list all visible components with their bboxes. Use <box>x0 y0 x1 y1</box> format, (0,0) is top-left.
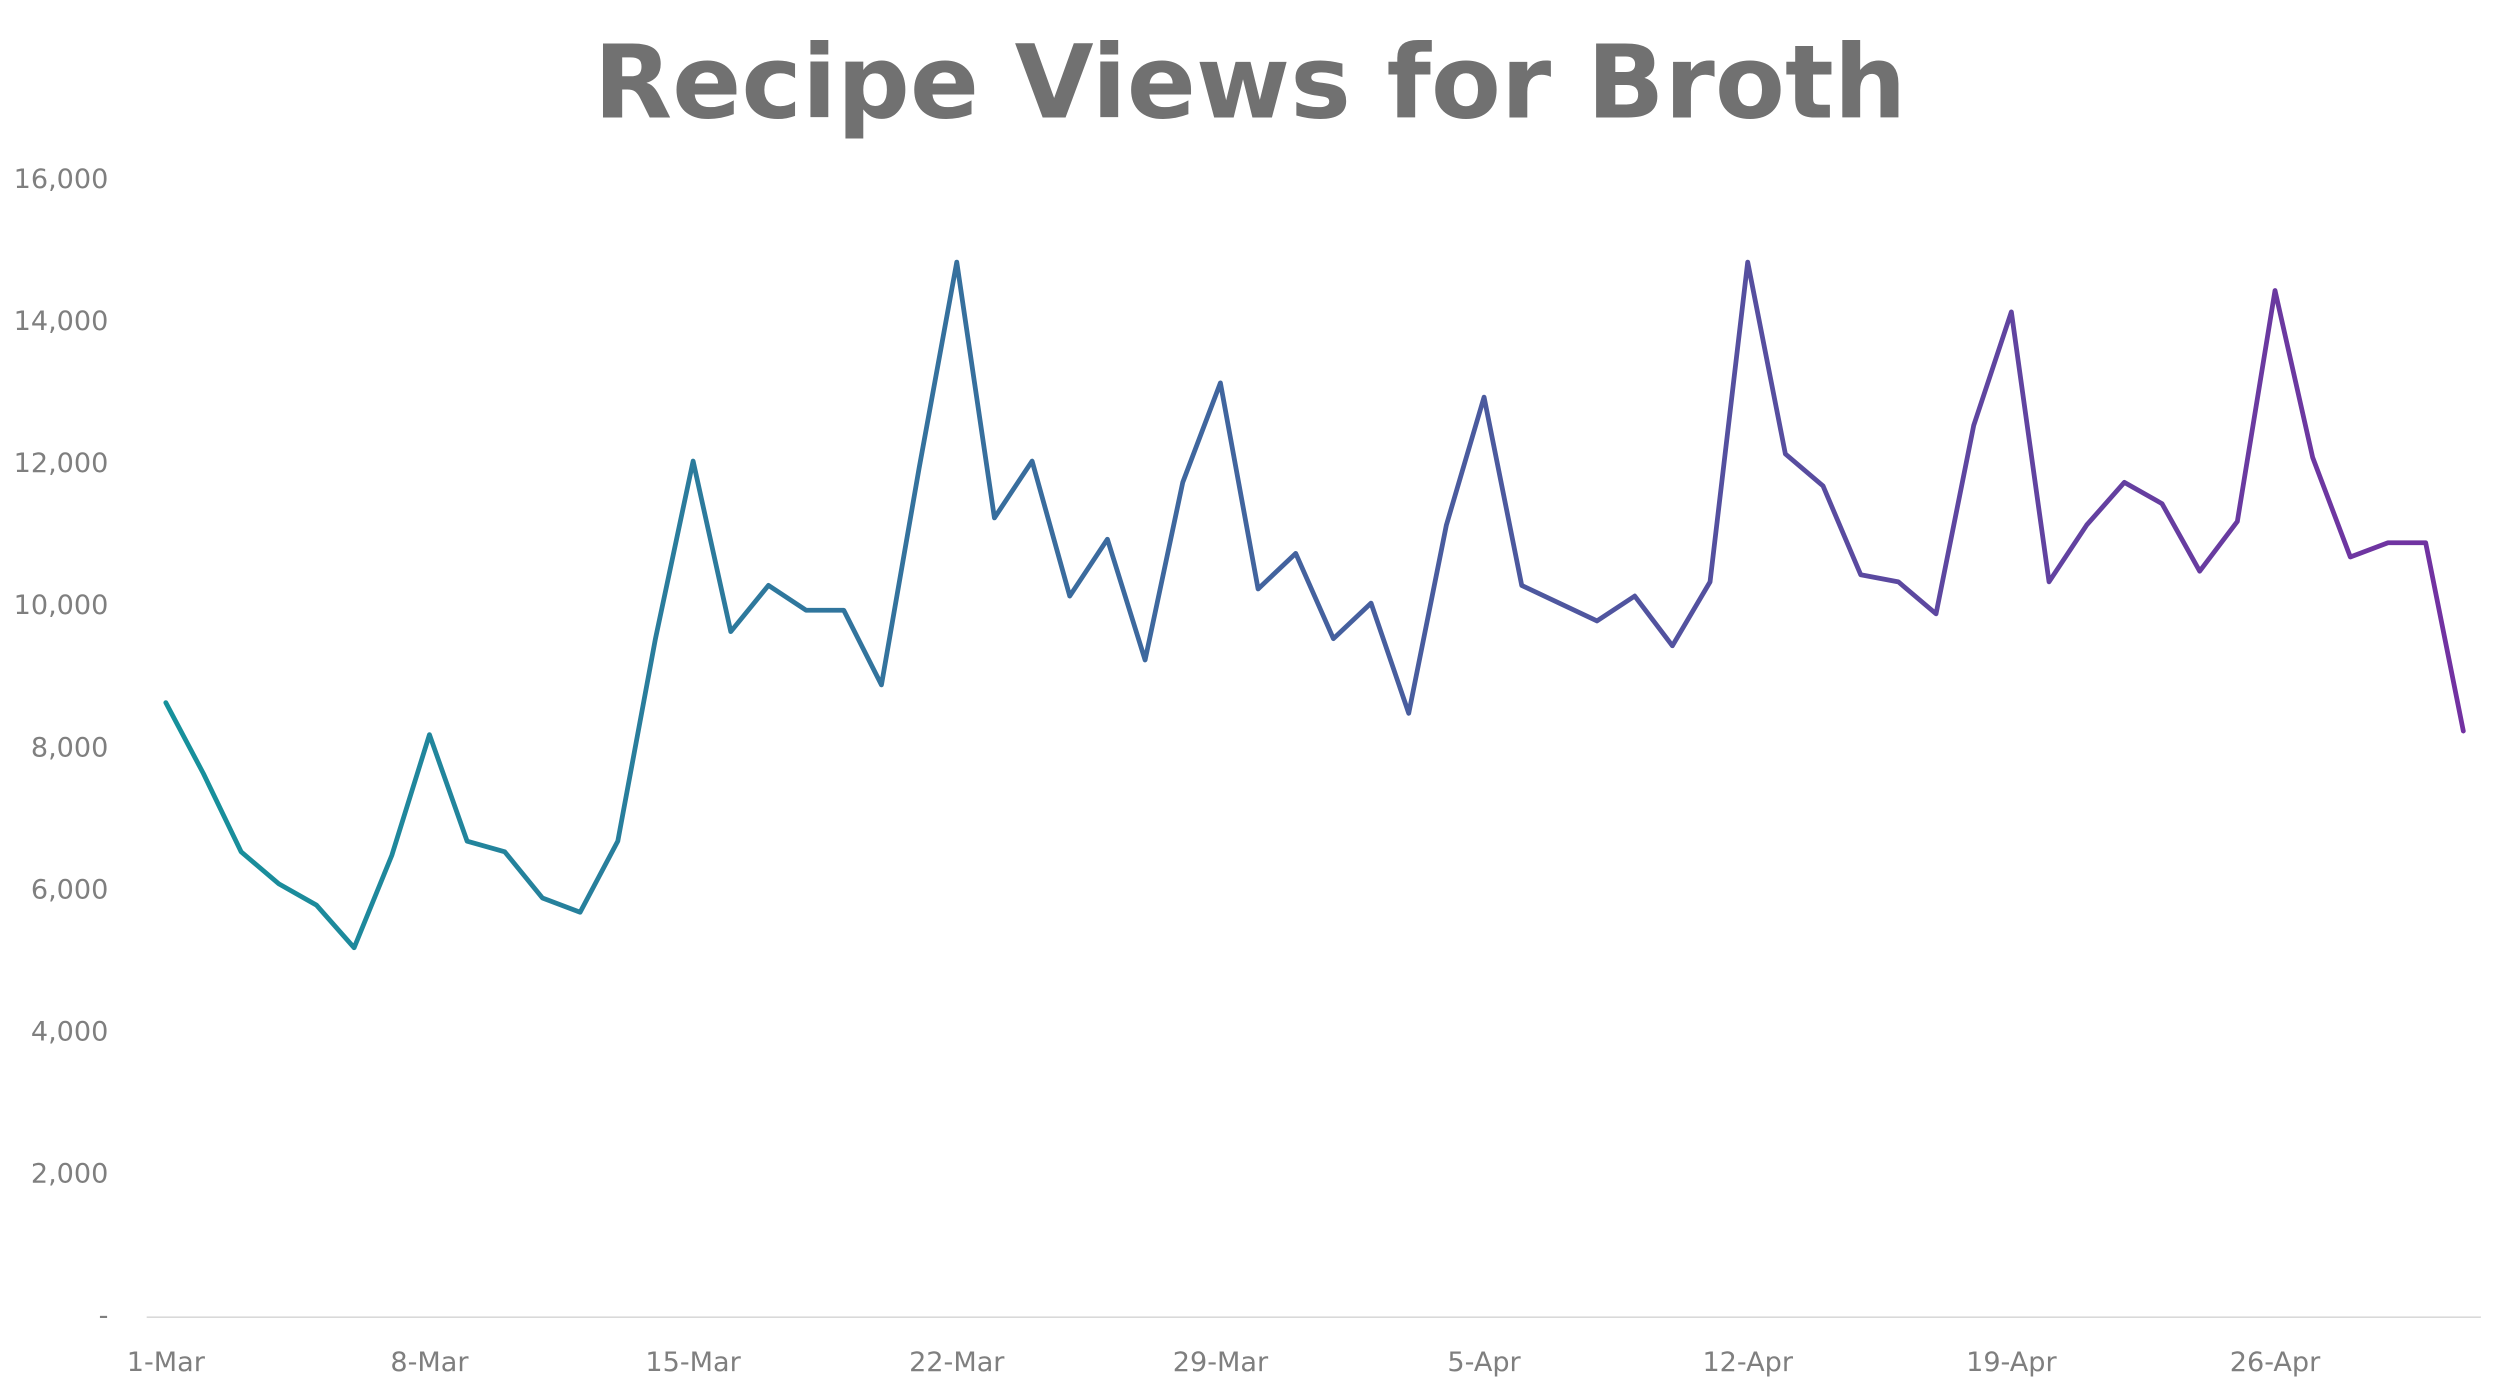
y-tick-label: 16,000 <box>14 164 109 195</box>
y-tick-label: 4,000 <box>31 1017 109 1048</box>
x-tick-label: 15-Mar <box>645 1347 741 1378</box>
x-tick-label: 8-Mar <box>390 1347 469 1378</box>
x-tick-label: 5-Apr <box>1447 1347 1521 1378</box>
y-tick-label: 10,000 <box>14 590 109 621</box>
y-tick-label: 14,000 <box>14 306 109 337</box>
y-tick-label: - <box>99 1301 109 1332</box>
x-tick-label: 1-Mar <box>127 1347 206 1378</box>
y-tick-label: 6,000 <box>31 874 109 905</box>
x-tick-label: 26-Apr <box>2230 1347 2321 1378</box>
data-line <box>163 259 2466 951</box>
x-tick-label: 29-Mar <box>1173 1347 1269 1378</box>
x-tick-label: 12-Apr <box>1702 1347 1793 1378</box>
y-tick-label: 8,000 <box>31 732 109 763</box>
chart-title: Recipe Views for Broth <box>594 23 1907 142</box>
x-tick-label: 19-Apr <box>1966 1347 2057 1378</box>
x-tick-label: 22-Mar <box>909 1347 1005 1378</box>
y-tick-label: 12,000 <box>14 448 109 479</box>
y-tick-label: 2,000 <box>31 1159 109 1190</box>
